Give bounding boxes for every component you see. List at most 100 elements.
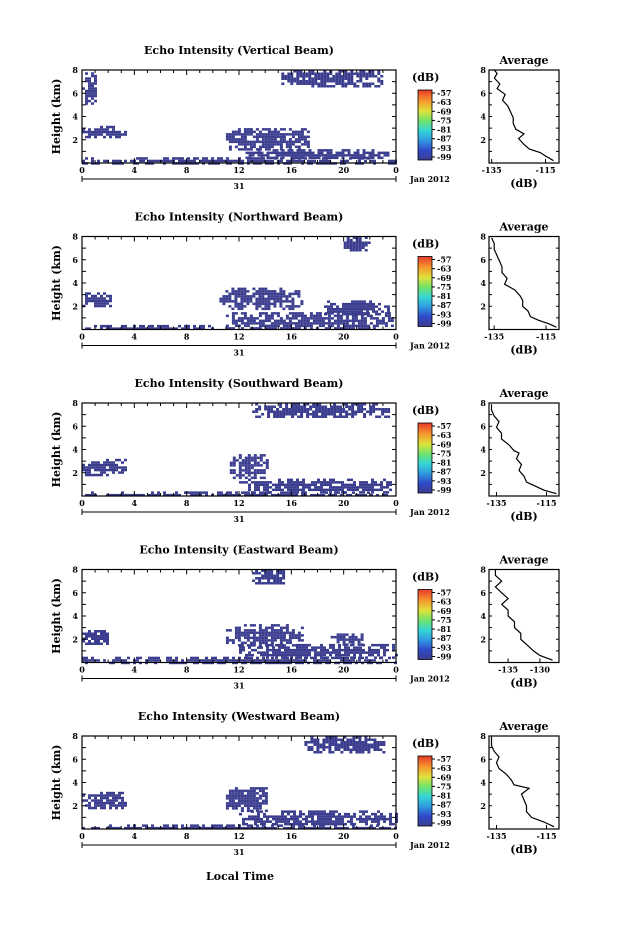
x-tick-label: 20 bbox=[338, 498, 350, 508]
echo-cell bbox=[305, 483, 308, 487]
echo-cell bbox=[332, 80, 336, 83]
panel-title: Echo Intensity (Southward Beam) bbox=[135, 377, 344, 390]
echo-cell bbox=[115, 130, 118, 134]
echo-cell bbox=[253, 471, 257, 475]
echo-cell bbox=[157, 324, 160, 328]
echo-cell bbox=[254, 815, 257, 818]
echo-cell bbox=[335, 486, 338, 489]
echo-cell bbox=[299, 651, 302, 654]
echo-cell bbox=[237, 143, 241, 146]
echo-cell bbox=[290, 149, 294, 152]
echo-cell bbox=[356, 651, 359, 654]
echo-cell bbox=[324, 413, 328, 416]
echo-cell bbox=[256, 464, 260, 467]
echo-cell bbox=[282, 290, 286, 293]
echo-cell bbox=[315, 405, 319, 408]
echo-cell bbox=[266, 488, 269, 492]
echo-cell bbox=[296, 646, 299, 649]
echo-cell bbox=[341, 483, 344, 487]
echo-cell bbox=[264, 133, 268, 136]
echo-cell bbox=[331, 741, 335, 744]
echo-cell bbox=[94, 133, 97, 136]
echo-cell bbox=[344, 646, 347, 649]
echo-region bbox=[219, 287, 304, 311]
echo-cell bbox=[208, 159, 211, 163]
echo-cell bbox=[261, 128, 265, 131]
echo-cell bbox=[239, 648, 242, 652]
echo-cell bbox=[365, 810, 368, 813]
echo-cell bbox=[85, 635, 88, 638]
echo-cell bbox=[250, 659, 253, 662]
echo-cell bbox=[308, 75, 312, 78]
echo-cell bbox=[271, 493, 274, 497]
echo-cell bbox=[266, 491, 269, 494]
echo-cell bbox=[241, 474, 245, 477]
echo-cell bbox=[336, 317, 340, 320]
echo-cell bbox=[175, 327, 178, 330]
echo-cell bbox=[85, 97, 88, 100]
echo-cell bbox=[317, 481, 320, 484]
echo-cell bbox=[276, 295, 280, 298]
echo-cell bbox=[112, 128, 115, 131]
echo-cell bbox=[348, 310, 351, 313]
echo-cell bbox=[310, 748, 314, 751]
echo-cell bbox=[372, 324, 376, 328]
echo-cell bbox=[315, 314, 319, 318]
echo-cell bbox=[320, 817, 323, 821]
echo-cell bbox=[264, 292, 268, 296]
echo-cell bbox=[294, 317, 298, 320]
echo-cell bbox=[285, 405, 289, 408]
echo-cell bbox=[258, 130, 262, 134]
echo-cell bbox=[276, 415, 280, 418]
echo-cell bbox=[322, 738, 326, 741]
echo-cell bbox=[335, 154, 339, 157]
echo-cell bbox=[148, 493, 151, 497]
echo-cell bbox=[354, 305, 357, 308]
echo-cell bbox=[377, 820, 380, 823]
echo-cell bbox=[148, 659, 151, 662]
echo-cell bbox=[88, 79, 91, 83]
echo-cell bbox=[348, 635, 352, 639]
echo-cell bbox=[252, 317, 256, 320]
echo-cell bbox=[225, 807, 229, 810]
echo-cell bbox=[199, 491, 202, 494]
echo-cell bbox=[344, 653, 347, 657]
echo-cell bbox=[275, 156, 279, 160]
echo-cell bbox=[94, 79, 97, 83]
echo-cell bbox=[231, 140, 235, 144]
echo-cell bbox=[299, 815, 302, 818]
echo-cell bbox=[103, 637, 106, 640]
echo-cell bbox=[281, 483, 284, 487]
echo-cell bbox=[231, 322, 235, 325]
date-label: Jan 2012 bbox=[409, 840, 450, 850]
echo-cell bbox=[350, 483, 353, 487]
echo-cell bbox=[124, 327, 127, 330]
echo-cell bbox=[348, 312, 351, 316]
echo-cell bbox=[315, 317, 319, 320]
echo-cell bbox=[266, 151, 270, 155]
echo-cell bbox=[234, 792, 238, 795]
echo-cell bbox=[333, 322, 337, 325]
echo-cell bbox=[371, 75, 375, 78]
echo-cell bbox=[384, 324, 388, 328]
echo-cell bbox=[243, 143, 247, 146]
echo-cell bbox=[334, 748, 338, 751]
echo-cell bbox=[271, 659, 274, 662]
echo-cell bbox=[85, 99, 88, 103]
echo-cell bbox=[364, 736, 368, 739]
echo-cell bbox=[109, 294, 112, 298]
echo-cell bbox=[365, 82, 369, 85]
echo-cell bbox=[103, 466, 106, 469]
echo-cell bbox=[264, 128, 268, 131]
echo-cell bbox=[368, 486, 371, 489]
echo-cell bbox=[252, 143, 256, 146]
echo-cell bbox=[335, 817, 338, 821]
echo-cell bbox=[109, 327, 112, 330]
echo-cell bbox=[269, 486, 272, 489]
echo-cell bbox=[285, 408, 289, 411]
echo-cell bbox=[231, 789, 235, 793]
echo-cell bbox=[112, 466, 115, 469]
echo-cell bbox=[360, 314, 364, 318]
echo-cell bbox=[264, 631, 268, 635]
echo-cell bbox=[315, 319, 319, 323]
